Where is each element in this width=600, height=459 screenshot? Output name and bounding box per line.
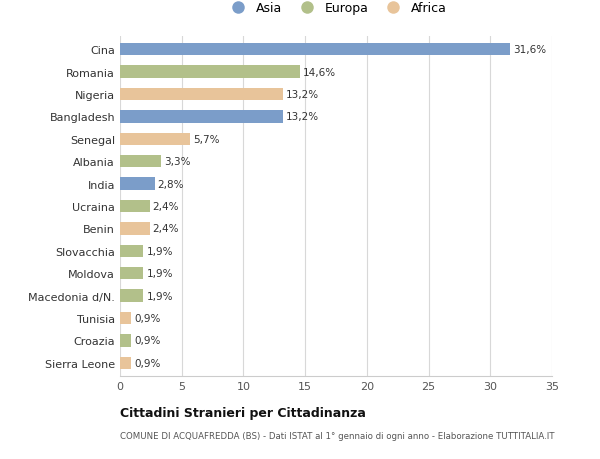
Text: 1,9%: 1,9% <box>146 291 173 301</box>
Text: 0,9%: 0,9% <box>134 336 161 346</box>
Text: 13,2%: 13,2% <box>286 112 319 122</box>
Bar <box>120 156 161 168</box>
Text: 1,9%: 1,9% <box>146 269 173 279</box>
Text: 2,4%: 2,4% <box>153 224 179 234</box>
Text: 5,7%: 5,7% <box>193 134 220 145</box>
Text: 2,8%: 2,8% <box>158 179 184 189</box>
Bar <box>120 111 283 123</box>
Text: 31,6%: 31,6% <box>513 45 546 55</box>
Text: 14,6%: 14,6% <box>303 67 337 78</box>
Bar <box>120 223 149 235</box>
Bar <box>120 67 300 78</box>
Bar <box>120 290 143 302</box>
Legend: Asia, Europa, Africa: Asia, Europa, Africa <box>226 2 446 15</box>
Bar <box>120 268 143 280</box>
Bar <box>120 44 510 56</box>
Bar <box>120 178 155 190</box>
Text: 13,2%: 13,2% <box>286 90 319 100</box>
Text: 2,4%: 2,4% <box>153 202 179 212</box>
Text: 0,9%: 0,9% <box>134 313 161 323</box>
Bar <box>120 312 131 325</box>
Bar <box>120 89 283 101</box>
Text: Cittadini Stranieri per Cittadinanza: Cittadini Stranieri per Cittadinanza <box>120 406 366 419</box>
Text: COMUNE DI ACQUAFREDDA (BS) - Dati ISTAT al 1° gennaio di ogni anno - Elaborazion: COMUNE DI ACQUAFREDDA (BS) - Dati ISTAT … <box>120 431 554 441</box>
Text: 0,9%: 0,9% <box>134 358 161 368</box>
Bar <box>120 245 143 257</box>
Bar <box>120 335 131 347</box>
Text: 1,9%: 1,9% <box>146 246 173 256</box>
Bar <box>120 357 131 369</box>
Text: 3,3%: 3,3% <box>164 157 190 167</box>
Bar <box>120 134 190 146</box>
Bar <box>120 201 149 213</box>
